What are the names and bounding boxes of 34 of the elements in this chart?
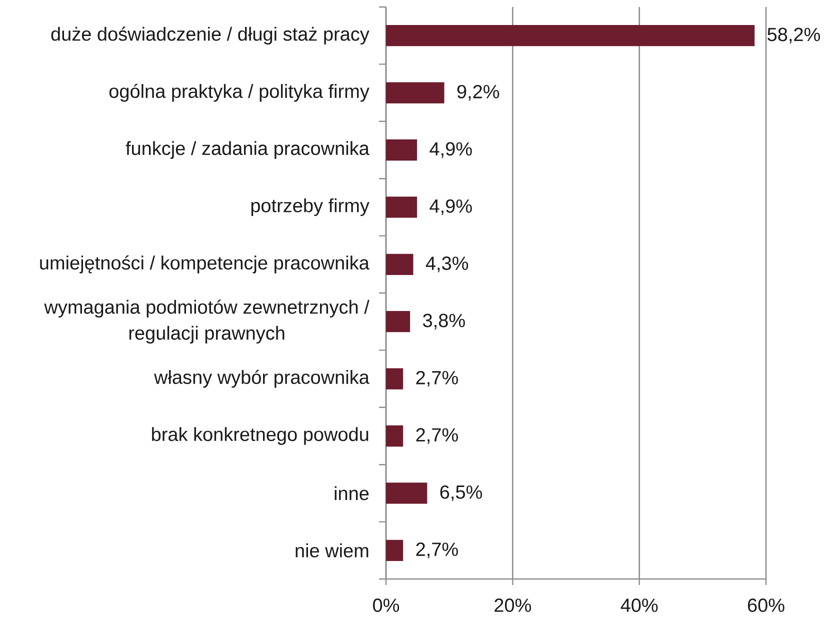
data-label: 9,2%	[457, 84, 500, 101]
y-tick-label: brak konkretnego powodu	[152, 427, 368, 445]
x-tick-label: 20%	[494, 598, 531, 612]
data-label: 3,8%	[422, 314, 465, 330]
y-tick-label: nie wiem	[296, 543, 368, 558]
data-label: 4,9%	[430, 199, 472, 216]
y-tick-label: inne	[334, 486, 369, 500]
y-tick-label: ogólna praktyka / polityka firmy	[109, 84, 370, 102]
y-tick-label: duże doświadczenie / długi staż pracy	[51, 26, 370, 45]
bar	[386, 82, 444, 104]
bar	[386, 25, 755, 46]
data-label: 2,7%	[416, 428, 458, 444]
bar	[386, 540, 404, 561]
bar	[386, 139, 418, 161]
data-label: 2,7%	[416, 542, 458, 558]
y-tick-label: wymagania podmiotów zewnetrznych / regulacji prawnych	[44, 300, 370, 344]
bar	[386, 482, 428, 504]
x-tick-label: 60%	[748, 598, 784, 612]
y-tick-label: funkcje / zadania pracownika	[126, 141, 370, 159]
x-tick-label: 0%	[373, 598, 400, 612]
x-tick-label: 40%	[620, 598, 658, 612]
data-label: 58,2%	[768, 28, 820, 44]
data-label: 2,7%	[416, 370, 458, 387]
y-tick-label: umiejętności / kompetencje pracownika	[40, 255, 370, 274]
bar	[386, 254, 414, 275]
y-tick-label: potrzeby firmy	[251, 198, 370, 216]
y-tick-label: własny wybór pracownika	[154, 370, 370, 388]
bar	[386, 425, 404, 447]
bar	[386, 196, 418, 218]
data-label: 6,5%	[440, 485, 482, 502]
data-label: 4,9%	[430, 142, 472, 158]
data-label: 4,3%	[426, 256, 468, 272]
bar	[386, 311, 410, 332]
bar	[386, 368, 404, 390]
